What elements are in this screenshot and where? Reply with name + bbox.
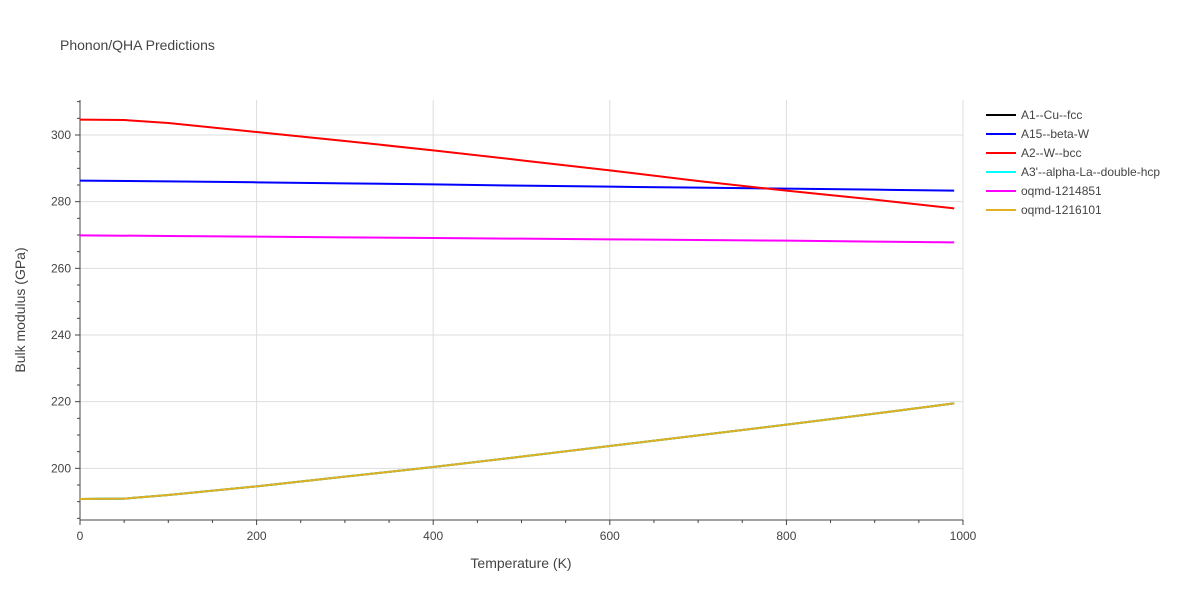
legend-item-5[interactable]: oqmd-1216101 [986,203,1102,217]
axis-layer: 0 200 400 600 800 1000 200 220 240 260 280 300 [51,100,977,543]
legend-item-0[interactable]: A1--Cu--fcc [986,108,1082,122]
y-tick-label: 220 [51,395,71,409]
series-layer [79,118,955,500]
legend-label: A1--Cu--fcc [1021,108,1082,122]
legend-label: A3'--alpha-La--double-hcp [1021,165,1160,179]
y-tick-label: 300 [51,128,71,142]
legend[interactable]: A1--Cu--fcc A15--beta-W A2--W--bcc A3'--alp… [986,108,1160,217]
series-line-2[interactable] [79,118,955,210]
legend-item-3[interactable]: A3'--alpha-La--double-hcp [986,165,1160,179]
y-tick-label: 240 [51,328,71,342]
x-tick-label: 600 [600,529,620,543]
series-line-5[interactable] [79,402,955,500]
legend-label: A2--W--bcc [1021,146,1081,160]
series-line-4[interactable] [79,234,955,244]
y-tick-label: 260 [51,261,71,275]
x-tick-label: 800 [776,529,796,543]
x-tick-label: 0 [77,529,84,543]
legend-item-1[interactable]: A15--beta-W [986,127,1090,141]
series-line-1[interactable] [79,179,955,192]
x-axis-title: Temperature (K) [470,555,571,571]
y-tick-label: 200 [51,461,71,475]
legend-item-2[interactable]: A2--W--bcc [986,146,1081,160]
legend-label: oqmd-1214851 [1021,184,1102,198]
legend-label: oqmd-1216101 [1021,203,1102,217]
x-tick-label: 200 [247,529,267,543]
x-tick-label: 400 [423,529,443,543]
y-axis-title: Bulk modulus (GPa) [12,247,28,372]
legend-item-4[interactable]: oqmd-1214851 [986,184,1102,198]
chart-title: Phonon/QHA Predictions [60,37,215,53]
x-tick-label: 1000 [950,529,977,543]
legend-label: A15--beta-W [1021,127,1090,141]
y-tick-label: 280 [51,195,71,209]
